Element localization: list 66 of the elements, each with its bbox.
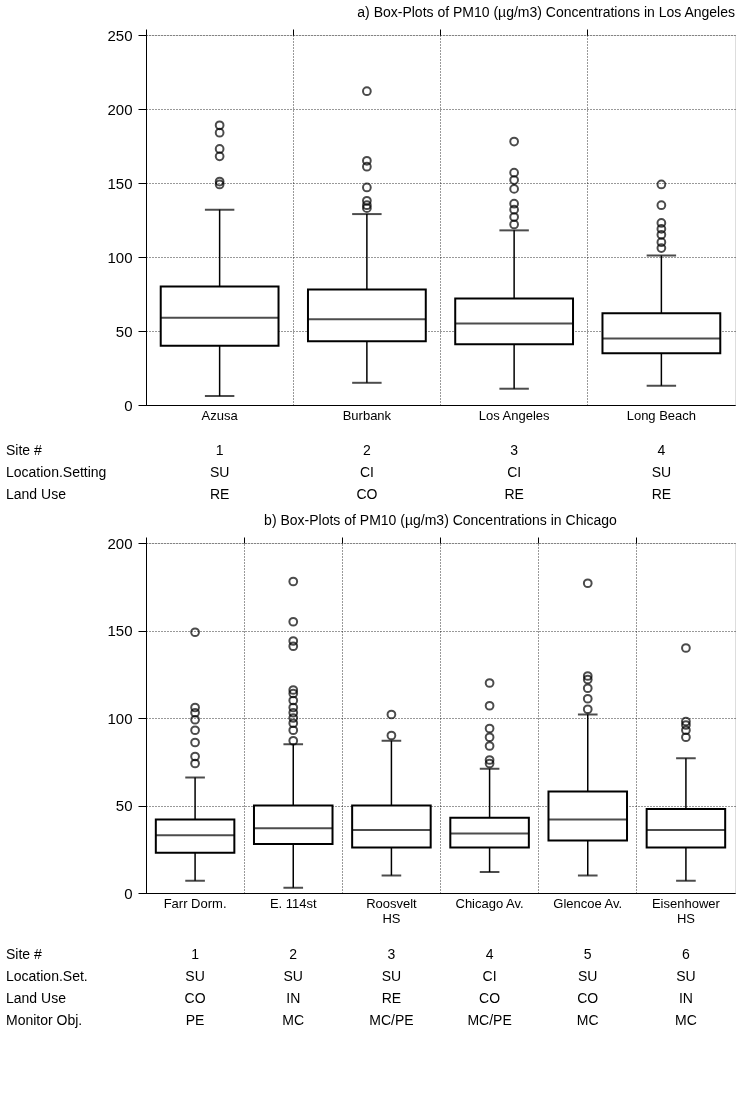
text: Location.Set. [6,968,88,984]
text: SU [185,968,205,984]
text: PE [185,1012,205,1028]
text: CI [507,464,522,480]
x-tick-label: Chicago Av. [455,895,524,911]
text: 2 [289,946,298,962]
text: 3 [510,442,519,458]
text: RE [381,990,402,1006]
x-tick-label: Burbank [342,407,392,423]
text: Location.Setting [6,464,107,480]
y-tick-label: 50 [115,797,133,814]
y-tick-label: 0 [124,396,133,414]
y-tick-label: 100 [107,709,133,727]
text: SU [651,464,672,480]
text: Land Use [6,486,67,502]
x-tick-label: Glencoe Av. [553,895,623,911]
text: MC [282,1012,305,1028]
text: CO [577,990,599,1006]
text: RE [504,486,524,502]
y-tick-label: 250 [107,26,133,44]
text: Monitor Obj. [6,1012,83,1028]
y-tick-label: 100 [107,248,133,266]
x-tick-label: Long Beach [626,407,697,423]
text: CO [479,990,501,1006]
text: CI [482,968,497,984]
chart-title: b) Box-Plots of PM10 (µg/m3) Concentrations in Chicago [264,512,618,528]
text: 1 [191,946,200,962]
text: MC [576,1012,599,1028]
y-tick-label: 150 [107,174,133,192]
y-tick-label: 200 [107,534,133,552]
text: 4 [485,946,494,962]
text: CO [356,486,378,502]
text: MC/PE [467,1012,512,1028]
x-tick-label: Azusa [201,407,239,423]
text: Site # [6,946,43,962]
y-tick-label: 50 [115,322,133,340]
text: MC/PE [369,1012,414,1028]
text: 5 [583,946,592,962]
text: 3 [387,946,396,962]
x-tick-label: Roosvelt HS [366,895,418,926]
text: RE [209,486,230,502]
x-tick-label: Eisenhower HS [651,895,721,926]
text: RE [651,486,672,502]
y-tick-label: 150 [107,622,133,639]
text: 2 [362,442,371,458]
x-tick-label: E. 114st [269,895,317,911]
x-tick-label: Los Angeles [478,407,551,423]
text: SU [578,968,598,984]
text: MC [675,1012,697,1028]
text: SU [283,968,303,984]
text: 6 [682,946,691,962]
text: IN [678,990,693,1006]
text: SU [676,968,696,984]
y-tick-label: 0 [124,884,133,902]
x-tick-label: Farr Dorm. [163,895,227,911]
chart-title: a) Box-Plots of PM10 (µg/m3) Concentrations in Los Angeles [357,4,735,20]
text: SU [209,464,230,480]
text: CO [184,990,206,1006]
text: 1 [215,442,224,458]
text: CI [359,464,374,480]
text: 4 [657,442,666,458]
y-tick-label: 200 [107,100,133,118]
text: IN [286,990,301,1006]
text: SU [381,968,402,984]
text: Site # [6,442,43,458]
text: Land Use [6,990,67,1006]
